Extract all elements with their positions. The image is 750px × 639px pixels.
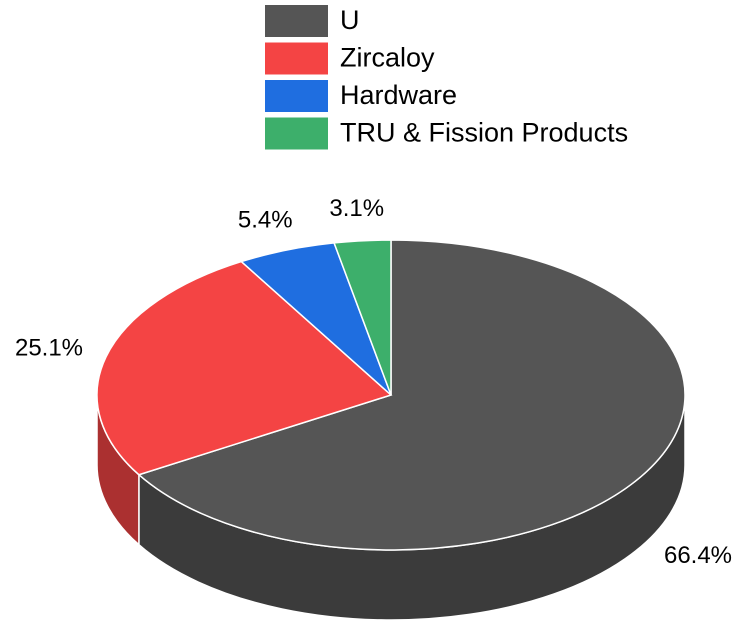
legend-label: U [340,5,360,35]
value-label: 3.1% [329,195,384,222]
slice [137,239,686,551]
value-label: 25.1% [15,335,83,362]
legend-label: TRU & Fission Products [340,118,628,148]
legend-label: Hardware [340,80,457,110]
value-label: 5.4% [238,207,293,234]
legend-swatch [265,117,328,150]
legend-swatch [265,42,328,75]
slice [96,260,393,476]
legend-swatch [265,80,328,112]
value-label: 66.4% [664,542,732,569]
slice [333,239,392,396]
legend-swatch [265,5,328,37]
legend-label: Zircaloy [340,43,435,73]
